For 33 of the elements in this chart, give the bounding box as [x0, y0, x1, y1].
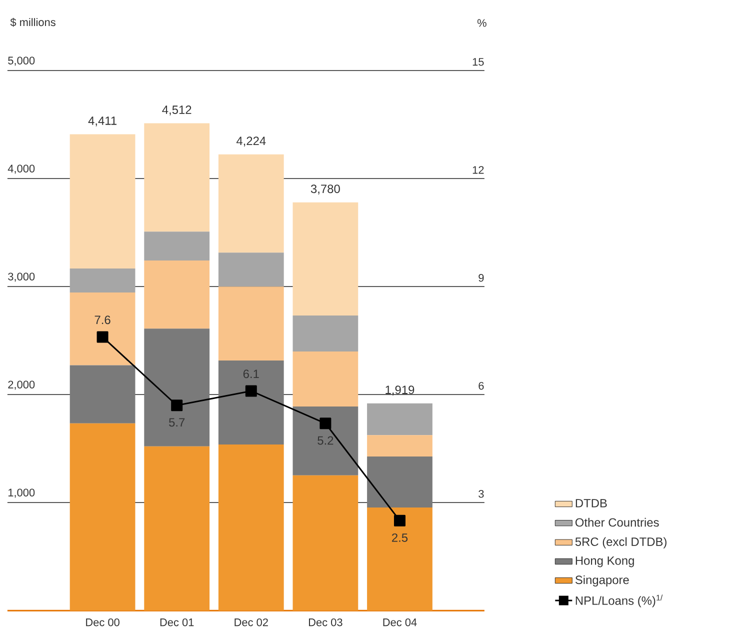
y2-tick-label: 6 [478, 382, 484, 390]
data-label: 5.7 [169, 418, 185, 427]
data-label: 5.2 [318, 436, 334, 445]
total-label: 4,512 [162, 106, 192, 116]
total-label: 3,780 [310, 184, 340, 194]
y2-tick-label: 15 [472, 58, 484, 66]
y-tick-label: 5,000 [8, 56, 35, 66]
data-label: 2.5 [392, 533, 408, 542]
y2-tick-label: 9 [478, 274, 484, 282]
y2-axis-title: % [477, 19, 486, 27]
legend-label: Singapore [575, 575, 629, 586]
x-tick-label: Dec 04 [383, 618, 417, 626]
total-label: 4,411 [88, 116, 116, 126]
x-tick-label: Dec 01 [160, 618, 194, 626]
y-tick-label: 4,000 [8, 164, 35, 174]
legend-label: 5RC (excl DTDB) [575, 537, 666, 548]
x-tick-label: Dec 03 [308, 618, 342, 626]
legend-label: Hong Kong [576, 556, 634, 568]
legend-label: NPL/Loans (%)$^{1/}$ [576, 594, 663, 608]
y-tick-label: 3,000 [8, 272, 35, 282]
y-axis-title: $ millions [10, 18, 56, 27]
data-label: 7.6 [94, 316, 110, 324]
y-tick-label: 1,000 [8, 488, 35, 498]
x-tick-label: Dec 02 [234, 618, 268, 626]
legend-label: Other Countries [575, 518, 659, 527]
y2-tick-label: 12 [472, 166, 484, 174]
y2-tick-label: 3 [478, 490, 484, 498]
legend-label: DTDB [576, 499, 607, 508]
total-label: 4,224 [236, 136, 266, 147]
x-tick-label: Dec 00 [86, 618, 120, 626]
data-label: 6.1 [243, 370, 259, 378]
total-label: 1,919 [386, 386, 414, 396]
y-tick-label: 2,000 [8, 380, 35, 390]
